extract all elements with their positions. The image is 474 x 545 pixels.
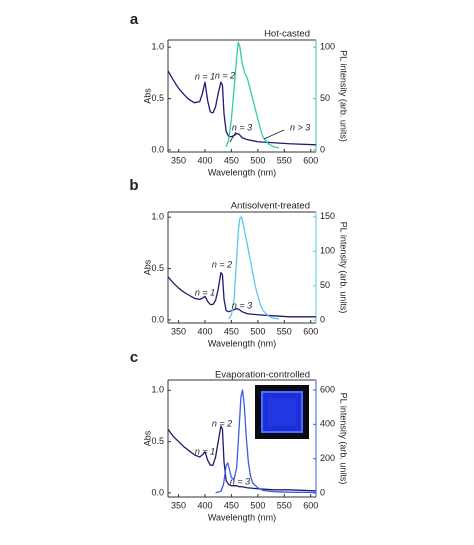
series-line [225,41,280,149]
x-tick-label: 400 [197,326,212,336]
annotation: n = 2 [215,70,235,80]
x-tick-label: 450 [224,155,239,165]
x-tick-label: 500 [250,155,265,165]
y-axis-label: Abs [142,88,152,104]
y-tick-label: 1.0 [151,385,164,395]
panel: 350 400 450 500 550 600 0.0 0.5 1.0 0 200 400 600 Wav… [130,349,349,522]
series-line [167,425,317,492]
y2-tick-label: 600 [320,384,335,394]
x-tick-label: 350 [171,326,186,336]
y2-tick-label: 0 [320,144,325,154]
panel: 350 400 450 500 550 600 0.0 0.5 1.0 0 50 100 Wavelen… [130,11,349,177]
x-tick-label: 550 [277,500,292,510]
y-axis-label: Abs [142,259,152,275]
panel-title: Antisolvent-treated [231,201,310,212]
x-axis-label: Wavelength (nm) [208,512,276,522]
annotation: n = 3 [232,122,252,132]
y2-tick-label: 0 [320,487,325,497]
series-line [167,271,316,318]
annotation: n = 1 [195,71,215,81]
series-line [167,70,317,146]
y2-tick-label: 100 [320,246,335,256]
panel-letter: a [130,11,139,28]
panel-letter: b [129,177,138,194]
annotation: n = 3 [230,476,250,486]
annotation-arrow [229,131,237,143]
annotation: n = 3 [232,300,252,310]
annotation: n = 2 [212,418,232,428]
y-tick-label: 0.0 [151,487,164,497]
y-tick-label: 0.5 [151,436,164,446]
panel-title: Evaporation-controlled [215,370,310,381]
y-tick-label: 0.0 [151,144,164,154]
series-line [215,389,317,494]
y2-tick-label: 50 [320,93,330,103]
series-line [228,216,280,320]
x-tick-label: 400 [197,155,212,165]
x-tick-label: 600 [303,155,318,165]
y-tick-label: 1.0 [151,212,164,222]
y2-tick-label: 400 [320,419,335,429]
x-tick-label: 550 [277,155,292,165]
y2-tick-label: 150 [320,211,335,221]
x-tick-label: 600 [303,326,318,336]
y-tick-label: 1.0 [151,42,164,52]
panel: 350 400 450 500 550 600 0.0 0.5 1.0 0 50 100 150 Wave… [129,177,348,348]
annotation: n = 1 [195,446,215,456]
x-tick-label: 450 [224,500,239,510]
y-tick-label: 0.5 [151,263,164,273]
annotation: n > 3 [290,122,310,132]
x-tick-label: 350 [171,155,186,165]
x-tick-label: 500 [250,326,265,336]
y2-tick-label: 200 [320,453,335,463]
y-tick-label: 0.5 [151,93,164,103]
y-tick-label: 0.0 [151,314,164,324]
x-axis-label: Wavelength (nm) [208,167,276,177]
annotation: n = 1 [195,287,215,297]
inset-photo [255,385,309,439]
panel-letter: c [130,349,138,366]
x-tick-label: 400 [197,500,212,510]
y-axis-label: Abs [142,430,152,446]
y2-tick-label: 0 [320,315,325,325]
y2-axis-label: PL intensity (arb. units) [339,50,349,142]
y2-axis-label: PL intensity (arb. units) [339,222,349,314]
x-tick-label: 350 [171,500,186,510]
y2-tick-label: 50 [320,280,330,290]
annotation: n = 2 [212,259,232,269]
annotation-arrow [263,129,285,140]
x-tick-label: 550 [277,326,292,336]
x-tick-label: 500 [250,500,265,510]
x-tick-label: 450 [224,326,239,336]
panel-title: Hot-casted [264,29,310,40]
x-axis-label: Wavelength (nm) [208,338,276,348]
y2-axis-label: PL intensity (arb. units) [339,393,349,485]
y2-tick-label: 100 [320,42,335,52]
x-tick-label: 600 [303,500,318,510]
